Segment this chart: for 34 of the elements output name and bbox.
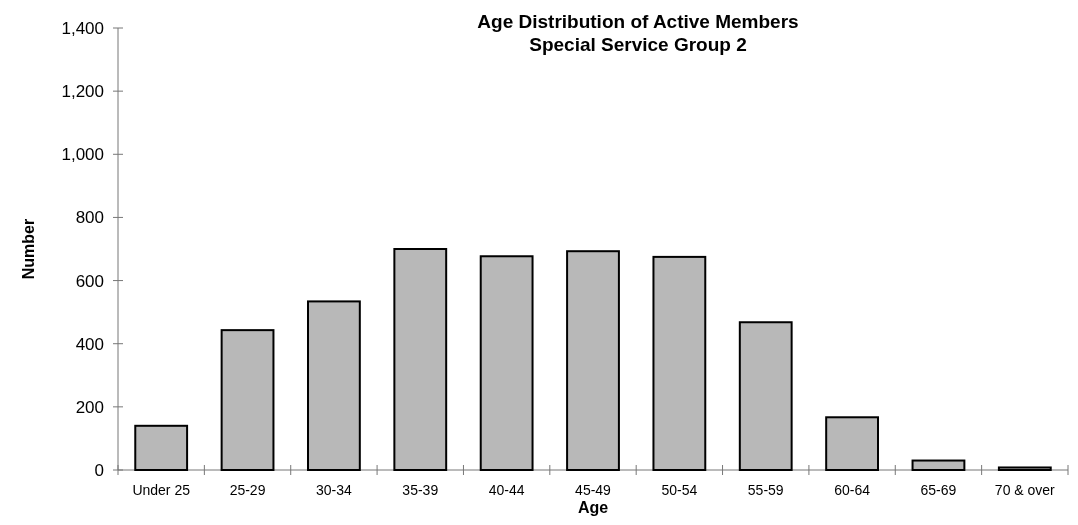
y-tick-label: 600 (75, 271, 104, 291)
bar (220, 329, 275, 471)
chart-subtitle: Special Service Group 2 (529, 34, 747, 55)
x-tick-label: 60-64 (834, 482, 871, 498)
x-tick-label: 55-59 (747, 482, 784, 498)
y-tick-label: 0 (94, 460, 104, 480)
bar (997, 466, 1052, 471)
bar (393, 248, 448, 471)
x-tick-label: Under 25 (132, 482, 191, 498)
bar (738, 321, 793, 471)
bar (911, 459, 966, 471)
y-tick-label: 1,000 (61, 145, 104, 165)
chart-title: Age Distribution of Active Members (477, 11, 799, 32)
bar (652, 255, 707, 471)
x-tick-label: 65-69 (920, 482, 957, 498)
y-tick-label: 400 (75, 334, 104, 354)
x-tick-label: 45-49 (575, 482, 612, 498)
x-tick-label: 35-39 (402, 482, 439, 498)
y-tick-label: 1,200 (61, 82, 104, 102)
x-tick-label: 40-44 (488, 482, 525, 498)
y-tick-label: 200 (75, 397, 104, 417)
bar (307, 300, 361, 471)
bar (566, 250, 620, 471)
x-tick-label: 50-54 (661, 482, 698, 498)
bar (825, 416, 879, 471)
x-tick-label: 30-34 (316, 482, 353, 498)
x-tick-label: 25-29 (229, 482, 266, 498)
y-tick-label: 1,400 (61, 18, 104, 38)
bar (134, 424, 189, 471)
x-tick-label: 70 & over (994, 482, 1056, 498)
y-axis-title: Number (20, 218, 37, 280)
x-axis-title: Age (577, 499, 609, 516)
bar (479, 255, 534, 471)
y-tick-label: 800 (75, 208, 104, 228)
